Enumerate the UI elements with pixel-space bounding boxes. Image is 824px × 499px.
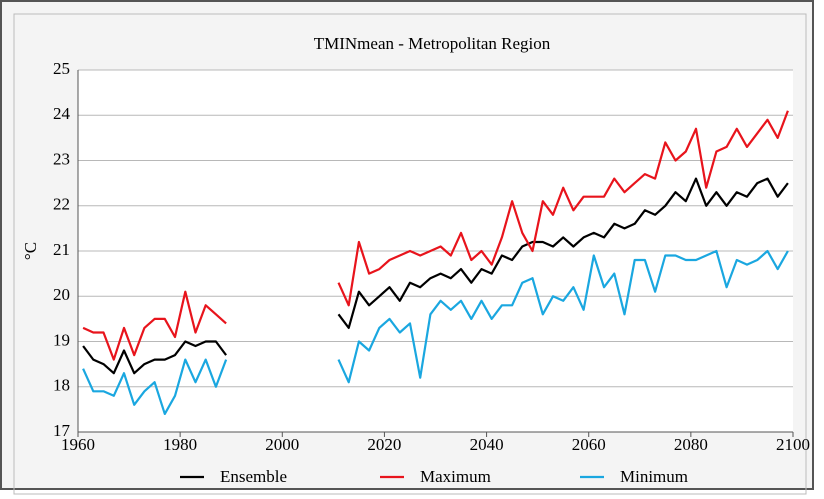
y-tick-label: 18 (53, 376, 70, 395)
y-tick-label: 23 (53, 149, 70, 168)
y-tick-label: 24 (53, 104, 71, 123)
y-tick-label: 22 (53, 195, 70, 214)
y-tick-label: 25 (53, 59, 70, 78)
y-tick-label: 21 (53, 240, 70, 259)
x-tick-label: 2020 (367, 435, 401, 454)
legend-label: Maximum (420, 467, 491, 486)
x-tick-label: 2080 (674, 435, 708, 454)
x-tick-label: 2000 (265, 435, 299, 454)
y-tick-label: 17 (53, 421, 71, 440)
legend-label: Ensemble (220, 467, 287, 486)
x-tick-label: 2040 (470, 435, 504, 454)
x-tick-label: 2060 (572, 435, 606, 454)
inner-frame (13, 13, 807, 495)
series-line (82, 249, 789, 415)
y-tick-label: 20 (53, 285, 70, 304)
chart-title: TMINmean - Metropolitan Region (314, 34, 551, 53)
x-tick-label: 2100 (776, 435, 810, 454)
series-line (82, 177, 789, 375)
legend-label: Minimum (620, 467, 688, 486)
y-axis-label: °C (21, 242, 40, 260)
y-tick-label: 19 (53, 330, 70, 349)
x-tick-label: 1980 (163, 435, 197, 454)
series-line (82, 110, 789, 361)
x-tick-label: 1960 (61, 435, 95, 454)
